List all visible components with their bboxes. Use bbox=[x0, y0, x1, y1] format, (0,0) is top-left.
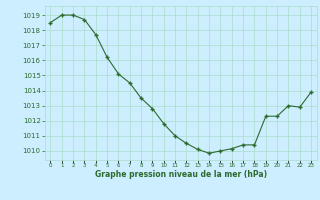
X-axis label: Graphe pression niveau de la mer (hPa): Graphe pression niveau de la mer (hPa) bbox=[95, 170, 267, 179]
